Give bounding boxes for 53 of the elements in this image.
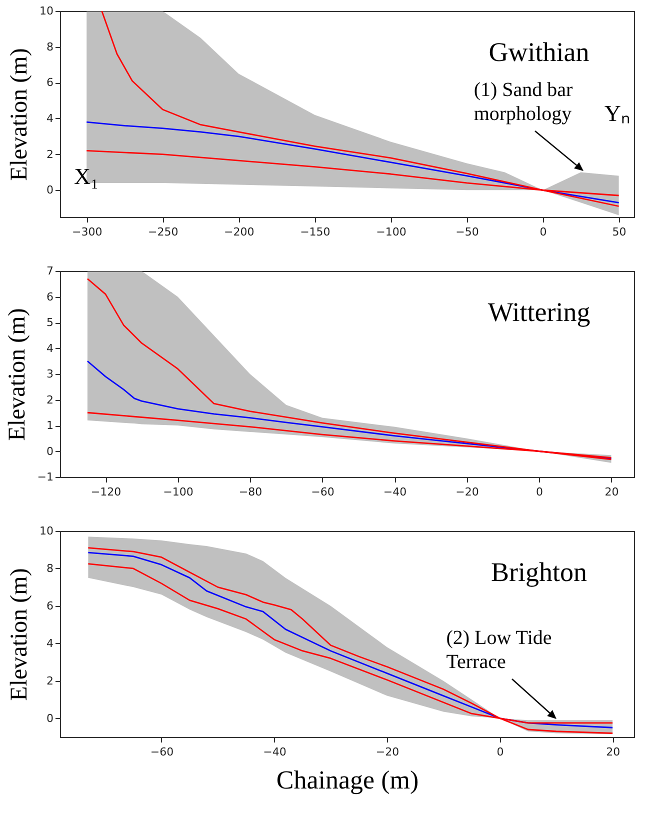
x-tick-label: −80: [238, 486, 262, 498]
y-tick-label: 6: [46, 599, 54, 612]
x-tick-label: −200: [224, 226, 254, 238]
text: Brighton: [490, 557, 588, 587]
x-tick-label: −120: [90, 486, 122, 498]
y-axis-title: Elevation (m): [6, 568, 33, 701]
y-tick-label: 0: [46, 184, 54, 197]
x-tick-label: 0: [496, 746, 504, 758]
x-tick-label: −20: [456, 486, 479, 498]
y-tick-label: 1: [46, 419, 54, 432]
x-tick-label: −250: [148, 226, 178, 238]
x-tick-label: −50: [456, 226, 479, 238]
annotation: Yₙ: [604, 101, 630, 126]
x-tick-label: −20: [376, 746, 400, 758]
annotation: X₁: [74, 164, 99, 189]
y-tick-label: 4: [46, 112, 54, 125]
y-tick-label: 7: [46, 264, 54, 278]
y-tick-label: 8: [46, 562, 54, 575]
y-tick-label: 10: [40, 524, 54, 538]
y-tick-label: 6: [46, 290, 54, 304]
x-tick-label: −100: [163, 486, 194, 498]
y-tick-label: 8: [46, 40, 54, 54]
y-tick-label: 2: [46, 393, 54, 406]
y-tick-label: 4: [46, 636, 54, 650]
x-tick-label: −40: [263, 746, 286, 758]
y-tick-label: 10: [40, 4, 54, 18]
y-tick-label: −1: [37, 470, 54, 484]
x-tick-label: −60: [150, 746, 174, 758]
y-axis-title: Elevation (m): [4, 308, 30, 441]
y-tick-label: 2: [46, 674, 54, 688]
y-axis-title: Elevation (m): [6, 48, 33, 181]
text: Wittering: [488, 297, 590, 327]
x-tick-label: 0: [540, 226, 547, 238]
x-tick-label: 50: [612, 226, 626, 238]
x-tick-label: 20: [604, 486, 619, 498]
annotation: (2) Low Tide Terrace: [446, 627, 552, 674]
y-tick-label: 6: [46, 76, 54, 90]
x-tick-label: 20: [606, 746, 620, 758]
y-tick-label: 2: [46, 148, 54, 161]
y-tick-label: 0: [46, 712, 54, 725]
y-tick-label: 0: [46, 444, 54, 458]
x-tick-label: −150: [300, 226, 330, 238]
annotation: (1) Sand bar morphology: [474, 79, 574, 126]
x-tick-label: −60: [311, 486, 334, 498]
x-tick-label: −100: [376, 226, 406, 238]
x-axis-title: Chainage (m): [276, 766, 419, 794]
text: Gwithian: [488, 37, 590, 67]
y-tick-label: 5: [46, 316, 54, 329]
x-tick-label: −300: [72, 226, 102, 238]
y-tick-label: 4: [46, 342, 54, 355]
x-tick-label: 0: [536, 486, 543, 498]
x-tick-label: −40: [383, 486, 407, 498]
y-tick-label: 3: [46, 368, 54, 380]
